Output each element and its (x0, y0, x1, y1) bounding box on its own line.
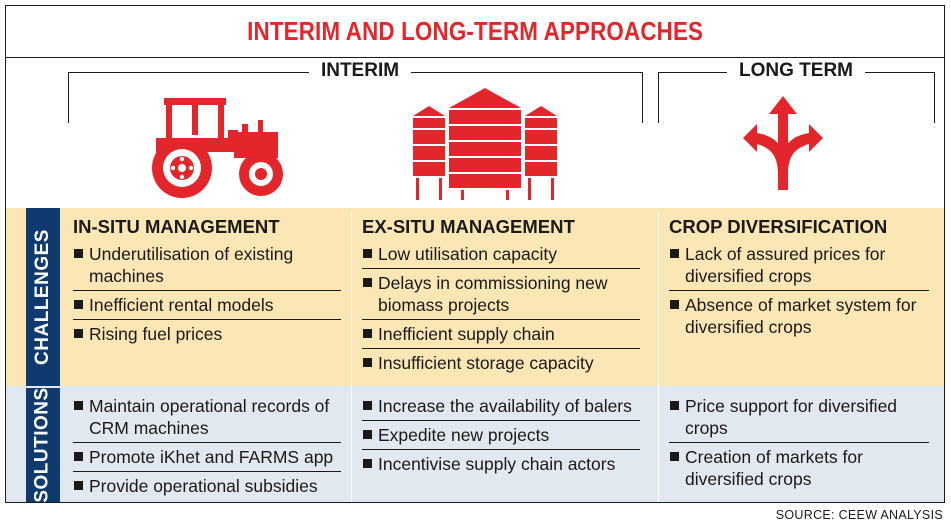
list-item: Lack of assured prices for diversified c… (669, 243, 929, 291)
page-title: INTERIM AND LONG-TERM APPROACHES (246, 16, 704, 46)
list-item: Increase the availability of balers (362, 395, 640, 421)
list-item: Maintain operational records of CRM mach… (73, 395, 341, 443)
ex-situ-challenges-list: Low utilisation capacity Delays in commi… (362, 243, 640, 380)
list-item: Expedite new projects (362, 424, 640, 450)
interim-label: INTERIM (308, 60, 412, 82)
list-item: Creation of markets for diversified crop… (669, 446, 929, 493)
tractor-icon (152, 98, 283, 198)
challenges-band (6, 208, 944, 386)
in-situ-challenges-list: Underutilisation of existing machines In… (73, 243, 341, 351)
column-divider (658, 212, 659, 502)
list-item: Price support for diversified crops (669, 395, 929, 443)
solutions-band (6, 386, 944, 502)
interim-bracket: INTERIM (68, 60, 643, 123)
list-item: Insufficient storage capacity (362, 352, 640, 377)
in-situ-solutions-list: Maintain operational records of CRM mach… (73, 395, 341, 503)
column-heading-in-situ: IN-SITU MANAGEMENT (73, 216, 280, 237)
long-term-label: LONG TERM (727, 60, 865, 82)
source-note: SOURCE: CEEW ANALYSIS (775, 508, 943, 522)
infographic-frame: INTERIM AND LONG-TERM APPROACHES INTERIM… (5, 5, 945, 503)
list-item: Delays in commissioning new biomass proj… (362, 272, 640, 320)
column-divider (351, 212, 352, 502)
list-item: Promote iKhet and FARMS app (73, 446, 341, 472)
solutions-label-text: SOLUTIONS (32, 387, 53, 503)
crop-solutions-list: Price support for diversified crops Crea… (669, 395, 929, 496)
challenges-label-text: CHALLENGES (32, 229, 53, 365)
challenges-row-label: CHALLENGES (26, 208, 60, 386)
list-item: Underutilisation of existing machines (73, 243, 341, 291)
list-item: Inefficient rental models (73, 294, 341, 320)
list-item: Low utilisation capacity (362, 243, 640, 269)
column-heading-crop-diversification: CROP DIVERSIFICATION (669, 216, 888, 237)
solutions-row-label: SOLUTIONS (26, 387, 60, 503)
list-item: Rising fuel prices (73, 323, 341, 348)
long-term-bracket: LONG TERM (658, 60, 935, 123)
list-item: Provide operational subsidies (73, 475, 341, 500)
diverging-arrows-icon (743, 96, 823, 190)
list-item: Inefficient supply chain (362, 323, 640, 349)
crop-challenges-list: Lack of assured prices for diversified c… (669, 243, 929, 344)
list-item: Absence of market system for diversified… (669, 294, 929, 341)
silos-icon (413, 88, 557, 200)
ex-situ-solutions-list: Increase the availability of balers Expe… (362, 395, 640, 481)
list-item: Incentivise supply chain actors (362, 453, 640, 478)
title-bar: INTERIM AND LONG-TERM APPROACHES (6, 6, 944, 58)
column-heading-ex-situ: EX-SITU MANAGEMENT (362, 216, 575, 237)
